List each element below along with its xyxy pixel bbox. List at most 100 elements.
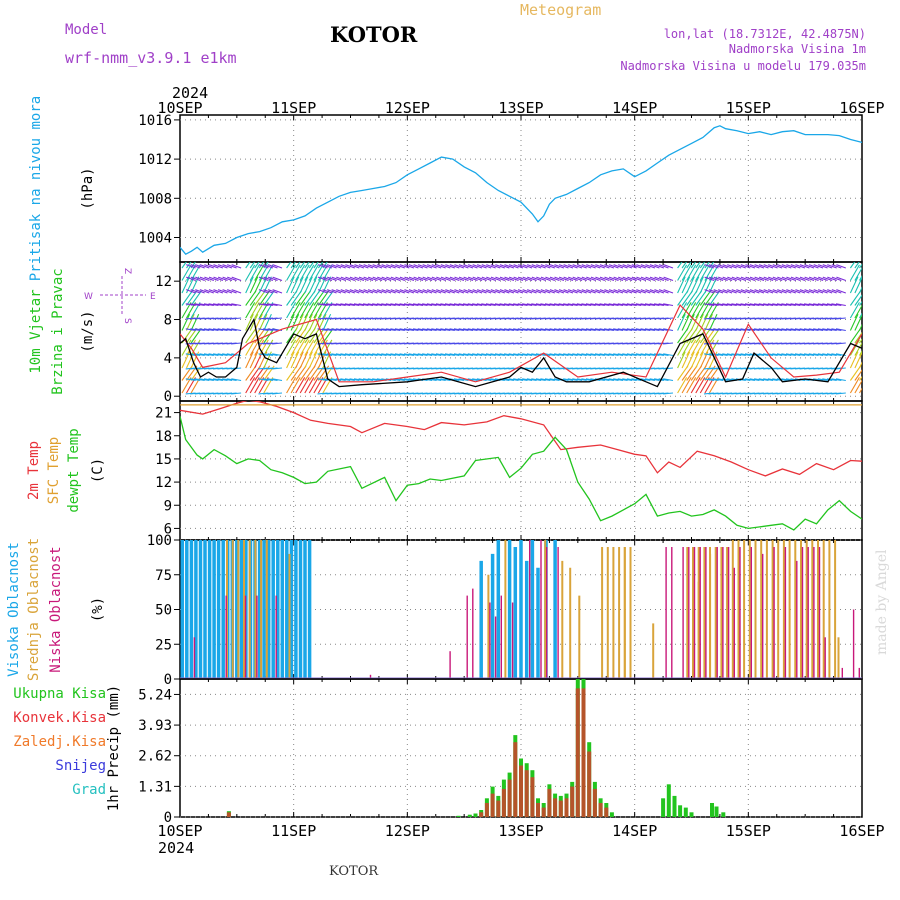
wind-barb (286, 339, 297, 356)
wind-barb (731, 264, 742, 269)
wind-barb (790, 289, 801, 294)
wind-barb (513, 328, 524, 332)
wind-barb (490, 353, 501, 357)
wind-barb (572, 276, 583, 282)
wind-barb (190, 264, 201, 269)
wind-barb (590, 353, 601, 357)
wind-barb (799, 264, 810, 269)
wind-barb (376, 328, 387, 332)
wind-barb (554, 289, 565, 294)
wind-barb (704, 289, 715, 294)
wind-barb (344, 353, 355, 357)
wind-barb (544, 328, 555, 332)
wind-barb (299, 365, 311, 381)
wind-barb (577, 264, 587, 269)
precip-bar-convective (564, 798, 569, 817)
wind-barb (304, 339, 315, 356)
wind-barb (708, 313, 718, 331)
wind-barb (308, 276, 318, 294)
wind-barb (727, 289, 737, 294)
y-axis-label: dewpt Temp (66, 428, 82, 512)
wind-barb (454, 276, 465, 282)
wind-barb (835, 392, 846, 395)
wind-barb (849, 313, 859, 331)
wind-barb (822, 378, 833, 382)
wind-barb (681, 351, 691, 369)
precip-bar-total (714, 806, 719, 817)
wind-barb (859, 387, 862, 394)
wind-barb (286, 351, 295, 369)
wind-barb (686, 351, 695, 369)
wind-barb (699, 302, 710, 319)
wind-barb (686, 339, 697, 356)
wind-barb (245, 365, 257, 381)
wind-barb (467, 289, 478, 294)
wind-barb (349, 353, 360, 357)
wind-barb (736, 289, 746, 294)
wind-barb (426, 303, 437, 307)
wind-barb (581, 289, 592, 294)
wind-barb (286, 262, 292, 269)
wind-barb (758, 353, 769, 357)
wind-barb (267, 378, 278, 382)
wind-barb (345, 264, 355, 269)
wind-barb (795, 289, 806, 294)
wind-barb (195, 276, 205, 282)
wind-barb (308, 313, 318, 331)
temp-line-dewpt-temp (180, 416, 862, 531)
wind-barb (226, 328, 237, 332)
wind-barb (195, 264, 205, 269)
wind-barb (563, 264, 574, 269)
wind-barb (481, 276, 492, 282)
wind-barb (227, 276, 237, 282)
wind-barb (481, 264, 492, 269)
y-axis-label: (C) (90, 458, 106, 483)
wind-barb (726, 328, 737, 332)
wind-barb (699, 290, 712, 306)
wind-barb (222, 328, 233, 332)
wind-barb (768, 276, 778, 282)
wind-barb (649, 264, 660, 269)
wind-barb (622, 264, 633, 269)
temp-line-2m-temp (180, 401, 862, 477)
wind-barb (263, 328, 273, 332)
wind-barb (599, 264, 610, 269)
wind-barb (403, 303, 414, 307)
wind-barb (581, 328, 592, 332)
wind-barb (813, 264, 824, 269)
wind-speed-line (180, 317, 862, 388)
wind-barb (777, 264, 787, 269)
wind-barb (208, 303, 219, 307)
wind-barb (744, 303, 755, 307)
wind-barb (431, 289, 442, 294)
wind-barb (613, 303, 624, 307)
wind-barb (499, 303, 510, 307)
day-label-bottom: 12SEP (385, 822, 430, 840)
wind-barb (708, 339, 719, 356)
wind-barb (567, 328, 578, 332)
wind-barb (286, 365, 298, 381)
wind-barb (631, 328, 642, 332)
wind-barb (331, 289, 342, 294)
wind-barb (763, 378, 774, 382)
wind-barb (335, 303, 346, 307)
wind-barb (585, 303, 596, 307)
wind-barb (249, 339, 260, 356)
wind-barb (413, 353, 424, 357)
panel-pressure: 1004 1008 1012 1016 Pritisak na nivou mora (h… (28, 96, 863, 281)
wind-barb (340, 303, 351, 307)
wind-barb (399, 289, 410, 294)
wind-barb (831, 303, 842, 307)
wind-barb (494, 328, 505, 332)
precip-bar-convective (604, 807, 609, 817)
wind-barb (440, 303, 451, 307)
wind-barb (299, 327, 311, 344)
wind-barb (354, 276, 365, 282)
wind-barb (549, 303, 560, 307)
wind-barb (286, 264, 297, 281)
wind-barb (363, 289, 374, 294)
wind-barb (731, 289, 742, 294)
y-axis-label: SFC Temp (46, 437, 62, 504)
model-name: wrf-nmm_v3.9.1 e1km (65, 49, 237, 67)
wind-barb (299, 276, 309, 294)
